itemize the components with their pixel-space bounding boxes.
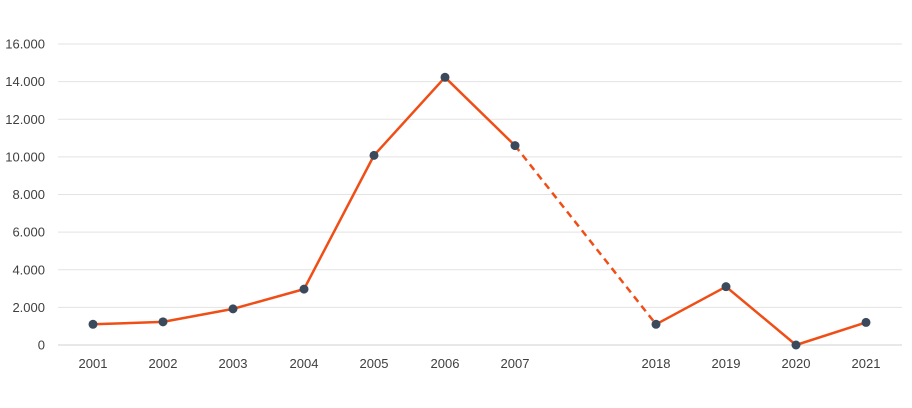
series-segment xyxy=(724,285,798,347)
series-line xyxy=(91,76,868,347)
gridlines xyxy=(58,43,902,346)
x-tick-label: 2001 xyxy=(79,356,108,371)
x-tick-label: 2005 xyxy=(360,356,389,371)
series-points xyxy=(88,72,871,350)
series-segment xyxy=(372,76,447,157)
series-segment xyxy=(231,287,306,311)
x-tick-label: 2007 xyxy=(501,356,530,371)
x-tick-label: 2018 xyxy=(642,356,671,371)
series-segment xyxy=(161,307,235,324)
series-segment xyxy=(443,76,517,147)
y-axis-ticks: 16.000 14.000 12.000 10.000 8.000 6.000 4.000 2… xyxy=(5,37,45,353)
data-point xyxy=(228,304,238,314)
x-axis-ticks: 2001 2002 2003 2004 2005 2006 2007 2018 2019 2020… xyxy=(79,356,881,371)
series-gap-segment xyxy=(514,144,657,326)
data-point xyxy=(651,319,661,329)
x-tick-label: 2006 xyxy=(431,356,460,371)
y-tick-label: 16.000 xyxy=(5,37,45,52)
y-tick-label: 4.000 xyxy=(12,262,45,277)
data-point xyxy=(440,72,450,82)
x-tick-label: 2003 xyxy=(219,356,248,371)
y-tick-label: 12.000 xyxy=(5,112,45,127)
x-tick-label: 2004 xyxy=(290,356,319,371)
data-point xyxy=(158,317,168,327)
x-tick-label: 2019 xyxy=(712,356,741,371)
y-tick-label: 0 xyxy=(38,338,45,353)
data-point xyxy=(299,284,309,294)
data-point xyxy=(510,141,520,151)
x-tick-label: 2020 xyxy=(782,356,811,371)
y-tick-label: 8.000 xyxy=(12,187,45,202)
series-segment xyxy=(302,154,376,291)
y-tick-label: 14.000 xyxy=(5,74,45,89)
data-point xyxy=(721,282,731,292)
data-point xyxy=(791,340,801,350)
y-tick-label: 2.000 xyxy=(12,300,45,315)
y-tick-label: 6.000 xyxy=(12,225,45,240)
series-segment xyxy=(794,321,868,347)
data-point xyxy=(369,150,379,160)
y-tick-label: 10.000 xyxy=(5,149,45,164)
x-tick-label: 2021 xyxy=(852,356,881,371)
series-segment xyxy=(654,285,728,326)
series-segment xyxy=(91,320,165,326)
data-point xyxy=(861,317,871,327)
data-point xyxy=(88,319,98,329)
x-tick-label: 2002 xyxy=(149,356,178,371)
